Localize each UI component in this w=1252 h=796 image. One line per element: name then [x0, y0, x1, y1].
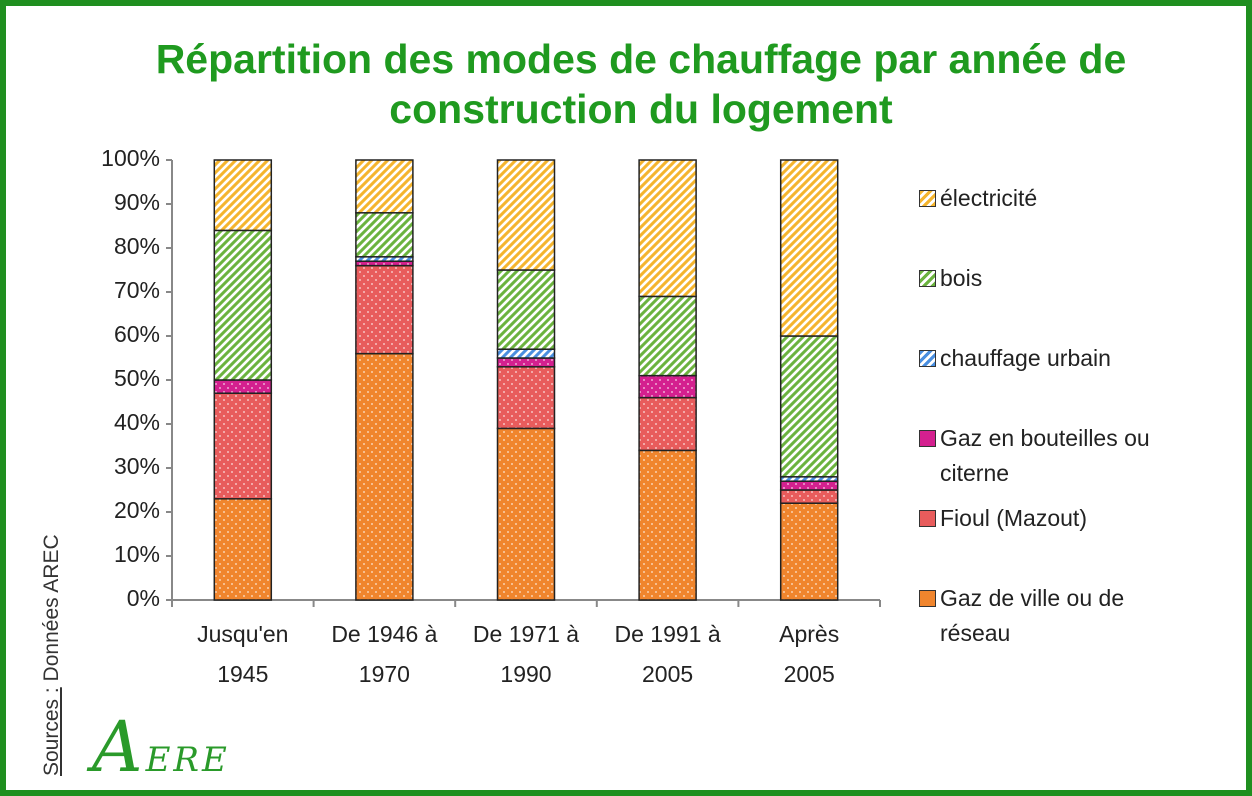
y-tick-label: 50% [114, 365, 160, 391]
y-tick-label: 80% [114, 233, 160, 259]
x-tick-label: Après 2005 [779, 621, 840, 687]
legend-label: électricité [940, 185, 1038, 211]
y-tick-label: 70% [114, 277, 160, 303]
source-text: Données AREC [40, 534, 63, 682]
legend-label: chauffage urbain [940, 345, 1111, 371]
bar-segment [213, 498, 273, 601]
bar-segment [496, 269, 556, 350]
legend-swatch [919, 190, 936, 207]
bar-segment [496, 159, 556, 271]
bar-segment [638, 295, 697, 377]
x-tick-label: De 1946 à 1970 [331, 621, 438, 687]
legend-swatch [919, 350, 936, 367]
bar-segment [213, 392, 273, 500]
bar-segment [496, 427, 556, 601]
y-tick-label: 60% [114, 321, 160, 347]
x-tick-label: De 1971 à 1990 [472, 621, 580, 687]
logo: AERE [92, 706, 230, 788]
y-tick-label: 30% [114, 453, 160, 479]
legend-label: Gaz en bouteilles ou citerne [940, 425, 1150, 486]
x-tick-label: Jusqu'en 1945 [197, 621, 289, 687]
bar-segment [355, 212, 414, 258]
legend-swatch [919, 510, 936, 527]
legend-swatch [919, 430, 936, 447]
bar-segment [779, 489, 839, 504]
bar-segment [638, 396, 697, 452]
legend-swatch [919, 270, 936, 287]
bar-segment [496, 366, 556, 430]
bar-segment [355, 159, 414, 214]
bar-segment [779, 502, 839, 601]
bar-segment [213, 379, 273, 394]
bar-segment [779, 480, 839, 491]
bar-segment [496, 357, 556, 368]
chart-title: Répartition des modes de chauffage par a… [155, 36, 1127, 132]
y-tick-label: 40% [114, 409, 160, 435]
bar-segment [779, 159, 839, 337]
legend-label: Fioul (Mazout) [940, 505, 1087, 531]
bar-segment [355, 352, 414, 601]
legend-label: bois [940, 265, 983, 291]
x-tick-label: De 1991 à 2005 [614, 621, 721, 687]
y-tick-label: 20% [114, 497, 160, 523]
y-tick-label: 90% [114, 189, 160, 215]
bar-segment [638, 374, 697, 399]
bar-segment [496, 348, 556, 359]
y-tick-label: 10% [114, 541, 160, 567]
y-tick-label: 0% [127, 585, 160, 611]
bar-segment [638, 449, 697, 601]
bar-segment [779, 335, 839, 478]
bar-segment [638, 159, 697, 298]
plot: 0% 10% 20% 30% 40% 50% 60% 70% 80% 90% 100% [101, 145, 881, 611]
source: Sources : Données AREC [40, 534, 64, 776]
legend-label: Gaz de ville ou de réseau [940, 585, 1125, 646]
y-tick-label: 100% [101, 145, 160, 171]
bar-segment [213, 159, 273, 232]
bar-segment [355, 264, 414, 355]
legend-swatch [919, 590, 936, 607]
source-label: Sources : [40, 687, 63, 776]
bar-segment [213, 229, 273, 381]
